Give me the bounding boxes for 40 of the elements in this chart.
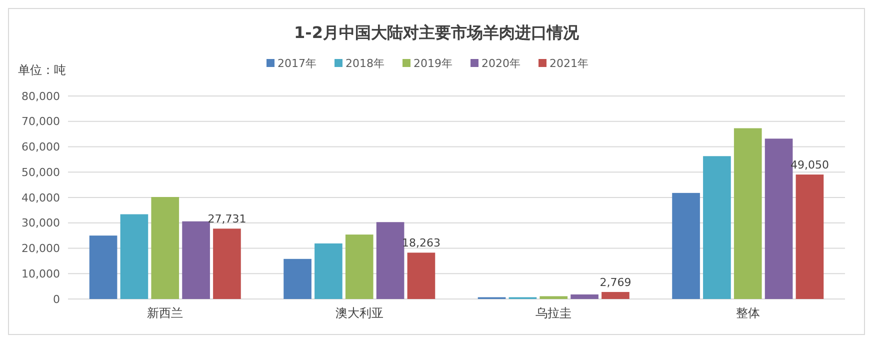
y-tick-label: 30,000 (22, 216, 60, 230)
bar (120, 214, 148, 299)
x-tick-label: 澳大利亚 (335, 306, 384, 320)
bar (89, 236, 118, 299)
data-label: 27,731 (208, 212, 246, 226)
bar (284, 258, 312, 299)
bar (376, 222, 404, 299)
bar (345, 234, 374, 299)
chart-title: 1-2月中国大陆对主要市场羊肉进口情况 (294, 23, 580, 42)
bar (672, 192, 700, 299)
y-tick-label: 70,000 (22, 115, 60, 128)
bar (182, 221, 210, 299)
bar (602, 292, 630, 299)
legend-label: 2017年 (278, 57, 316, 70)
y-tick-label: 60,000 (22, 140, 60, 154)
y-tick-label: 0 (53, 292, 60, 306)
bar (570, 294, 598, 299)
legend-label: 2020年 (482, 57, 520, 70)
bar (734, 128, 762, 299)
y-tick-label: 40,000 (22, 191, 60, 204)
data-label: 2,769 (600, 276, 632, 289)
y-tick-label: 10,000 (22, 267, 60, 280)
x-tick-label: 新西兰 (147, 306, 184, 320)
bar (213, 228, 241, 299)
bar (764, 138, 793, 299)
y-axis-title: 单位：吨 (18, 63, 66, 77)
y-tick-label: 50,000 (22, 166, 60, 179)
x-tick-label: 整体 (736, 306, 760, 320)
y-tick-label: 20,000 (22, 242, 60, 256)
bar (540, 296, 568, 299)
legend-label: 2018年 (346, 57, 384, 70)
bar (407, 252, 436, 299)
x-tick-label: 乌拉圭 (536, 306, 572, 320)
legend-label: 2019年 (414, 57, 452, 70)
y-tick-label: 80,000 (22, 90, 60, 103)
bar (703, 156, 731, 299)
bar (151, 196, 180, 299)
bar (796, 174, 824, 299)
legend-label: 2021年 (550, 57, 588, 70)
bar (314, 243, 342, 299)
